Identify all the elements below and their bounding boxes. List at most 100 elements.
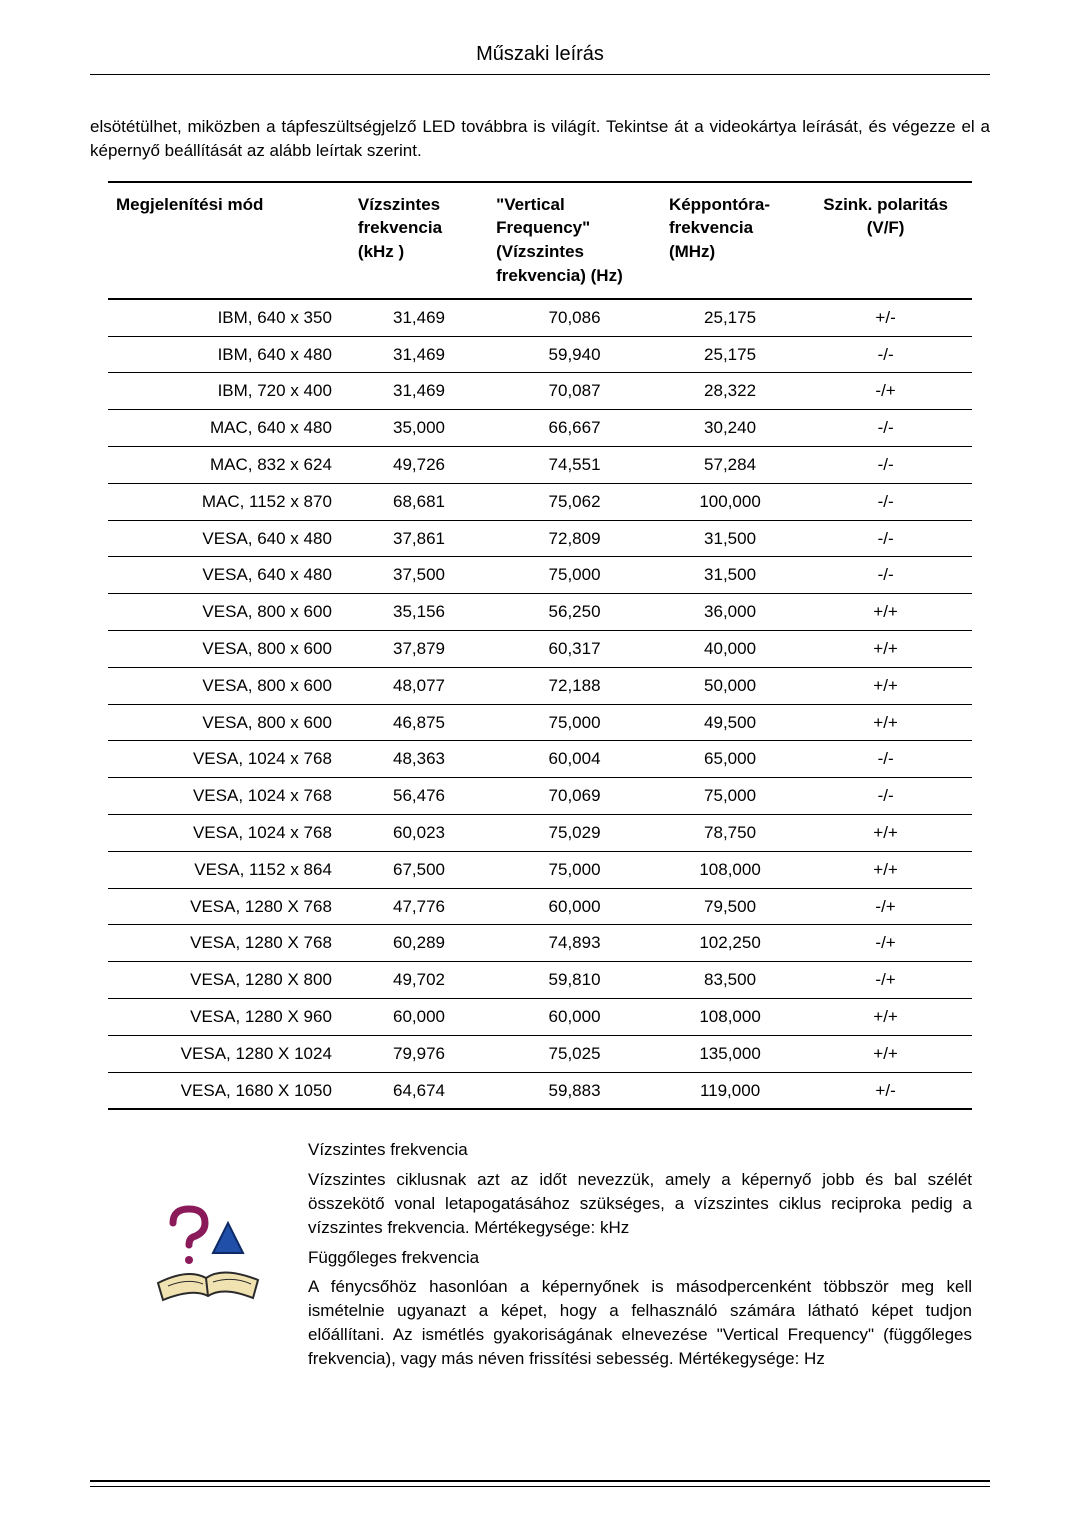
table-cell: -/+ [799, 373, 972, 410]
table-cell: VESA, 1280 X 1024 [108, 1035, 350, 1072]
table-cell: 79,976 [350, 1035, 488, 1072]
info-book-icon [143, 1198, 273, 1318]
table-cell: 46,875 [350, 704, 488, 741]
table-cell: 50,000 [661, 667, 799, 704]
table-row: VESA, 1280 X 96060,00060,000108,000+/+ [108, 998, 972, 1035]
timing-table-wrap: Megjelenítési mód Vízszintes frekvencia … [90, 181, 990, 1111]
table-cell: IBM, 640 x 480 [108, 336, 350, 373]
col-header-sync: Szink. polaritás (V/F) [799, 182, 972, 299]
table-cell: 31,469 [350, 336, 488, 373]
table-cell: -/+ [799, 888, 972, 925]
table-cell: VESA, 1280 X 768 [108, 888, 350, 925]
table-cell: 60,023 [350, 814, 488, 851]
table-cell: 70,087 [488, 373, 661, 410]
note-vfreq-body: A fénycsőhöz hasonlóan a képernyőnek is … [308, 1275, 972, 1370]
table-cell: 56,476 [350, 778, 488, 815]
table-cell: 66,667 [488, 410, 661, 447]
table-cell: VESA, 640 x 480 [108, 557, 350, 594]
col-header-vfreq: "Vertical Frequency" (Vízszintes frekven… [488, 182, 661, 299]
table-row: VESA, 640 x 48037,50075,00031,500-/- [108, 557, 972, 594]
table-cell: 28,322 [661, 373, 799, 410]
table-cell: VESA, 800 x 600 [108, 704, 350, 741]
table-cell: 37,879 [350, 630, 488, 667]
table-row: VESA, 1152 x 86467,50075,000108,000+/+ [108, 851, 972, 888]
table-cell: 100,000 [661, 483, 799, 520]
table-cell: -/- [799, 520, 972, 557]
table-row: VESA, 800 x 60048,07772,18850,000+/+ [108, 667, 972, 704]
table-row: IBM, 640 x 48031,46959,94025,175-/- [108, 336, 972, 373]
table-cell: 48,077 [350, 667, 488, 704]
table-cell: +/+ [799, 1035, 972, 1072]
table-cell: 47,776 [350, 888, 488, 925]
table-cell: 49,726 [350, 446, 488, 483]
table-cell: 72,188 [488, 667, 661, 704]
note-vfreq-heading: Függőleges frekvencia [308, 1246, 972, 1270]
table-cell: -/+ [799, 925, 972, 962]
table-cell: 60,004 [488, 741, 661, 778]
table-cell: 108,000 [661, 851, 799, 888]
table-cell: +/+ [799, 998, 972, 1035]
table-cell: -/- [799, 741, 972, 778]
table-cell: -/- [799, 483, 972, 520]
table-row: MAC, 1152 x 87068,68175,062100,000-/- [108, 483, 972, 520]
table-cell: 75,029 [488, 814, 661, 851]
table-cell: 48,363 [350, 741, 488, 778]
table-cell: 49,500 [661, 704, 799, 741]
table-row: VESA, 1280 X 80049,70259,81083,500-/+ [108, 962, 972, 999]
page-title: Műszaki leírás [90, 40, 990, 75]
table-cell: 79,500 [661, 888, 799, 925]
table-cell: 75,000 [488, 851, 661, 888]
table-cell: 35,000 [350, 410, 488, 447]
table-cell: 108,000 [661, 998, 799, 1035]
table-cell: VESA, 1280 X 800 [108, 962, 350, 999]
table-cell: 25,175 [661, 299, 799, 336]
table-header-row: Megjelenítési mód Vízszintes frekvencia … [108, 182, 972, 299]
table-cell: 57,284 [661, 446, 799, 483]
note-hfreq-body: Vízszintes ciklusnak azt az időt nevezzü… [308, 1168, 972, 1239]
table-cell: +/+ [799, 594, 972, 631]
table-cell: +/- [799, 299, 972, 336]
table-cell: +/+ [799, 851, 972, 888]
table-row: VESA, 1280 X 102479,97675,025135,000+/+ [108, 1035, 972, 1072]
table-cell: IBM, 720 x 400 [108, 373, 350, 410]
table-cell: 31,469 [350, 299, 488, 336]
footer-rule [90, 1480, 990, 1487]
table-cell: 67,500 [350, 851, 488, 888]
table-row: MAC, 832 x 62449,72674,55157,284-/- [108, 446, 972, 483]
table-cell: 74,893 [488, 925, 661, 962]
table-cell: 75,000 [488, 557, 661, 594]
table-cell: +/+ [799, 667, 972, 704]
table-row: IBM, 640 x 35031,46970,08625,175+/- [108, 299, 972, 336]
table-cell: 102,250 [661, 925, 799, 962]
col-header-pclk: Képpontóra-frekvencia (MHz) [661, 182, 799, 299]
table-row: VESA, 1280 X 76860,28974,893102,250-/+ [108, 925, 972, 962]
col-header-mode: Megjelenítési mód [108, 182, 350, 299]
table-cell: 56,250 [488, 594, 661, 631]
table-cell: 59,883 [488, 1072, 661, 1109]
table-cell: 36,000 [661, 594, 799, 631]
table-row: VESA, 640 x 48037,86172,80931,500-/- [108, 520, 972, 557]
table-cell: MAC, 1152 x 870 [108, 483, 350, 520]
table-cell: -/- [799, 446, 972, 483]
table-cell: VESA, 640 x 480 [108, 520, 350, 557]
table-cell: VESA, 1024 x 768 [108, 741, 350, 778]
table-cell: +/+ [799, 704, 972, 741]
table-cell: +/- [799, 1072, 972, 1109]
table-cell: 60,000 [488, 998, 661, 1035]
table-cell: VESA, 800 x 600 [108, 630, 350, 667]
table-cell: 60,000 [488, 888, 661, 925]
table-cell: 75,025 [488, 1035, 661, 1072]
table-cell: 37,500 [350, 557, 488, 594]
table-row: VESA, 1024 x 76848,36360,00465,000-/- [108, 741, 972, 778]
table-cell: 68,681 [350, 483, 488, 520]
table-cell: +/+ [799, 630, 972, 667]
table-row: VESA, 1280 X 76847,77660,00079,500-/+ [108, 888, 972, 925]
table-cell: 135,000 [661, 1035, 799, 1072]
table-cell: 60,289 [350, 925, 488, 962]
table-cell: 31,469 [350, 373, 488, 410]
note-hfreq-heading: Vízszintes frekvencia [308, 1138, 972, 1162]
intro-paragraph: elsötétülhet, miközben a tápfeszültségje… [90, 115, 990, 163]
table-cell: 78,750 [661, 814, 799, 851]
table-cell: 30,240 [661, 410, 799, 447]
table-cell: 59,940 [488, 336, 661, 373]
